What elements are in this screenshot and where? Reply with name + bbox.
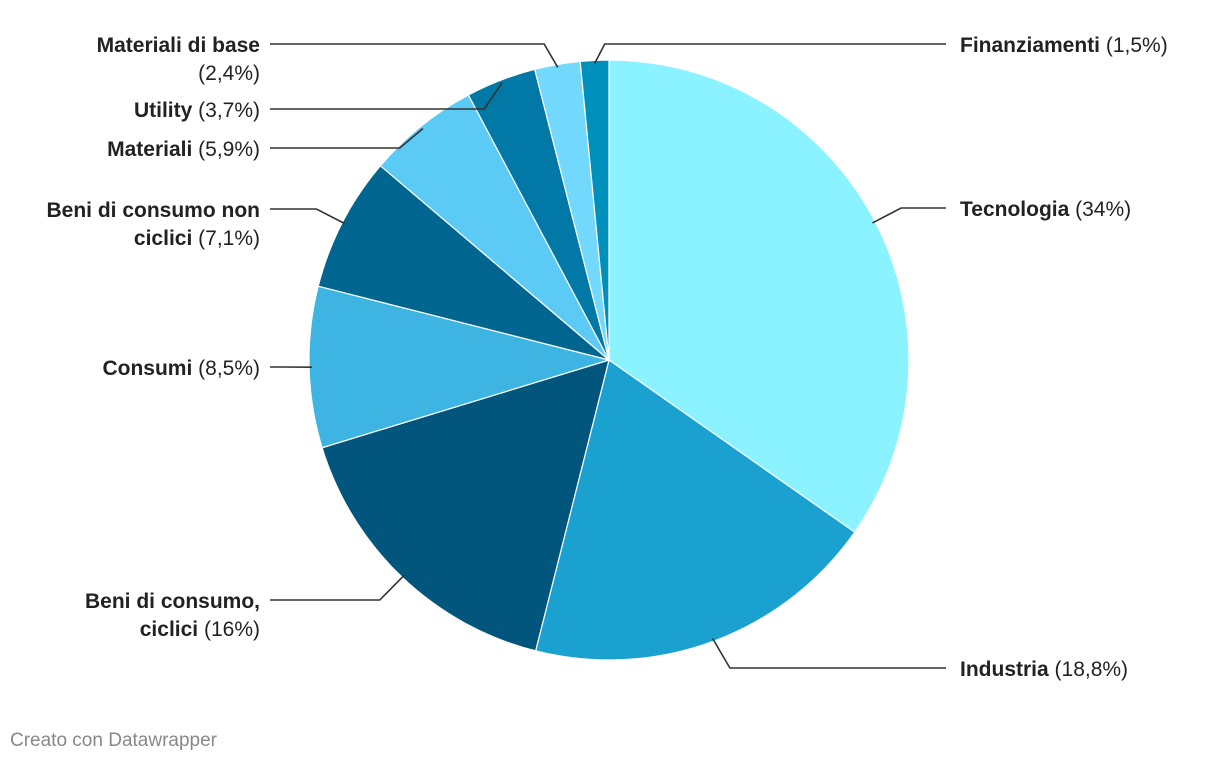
leader-line [711, 637, 946, 669]
slice-label: Materiali di base [97, 34, 260, 57]
slice-label: ciclici (7,1%) [134, 227, 260, 250]
slice-label: Industria (18,8%) [960, 658, 1128, 681]
slice-label: ciclici (16%) [140, 618, 260, 641]
credit-footer: Creato con Datawrapper [10, 730, 217, 751]
slice-label: Beni di consumo non [47, 199, 261, 222]
slice-label: Consumi (8,5%) [102, 357, 260, 380]
slice-label: Beni di consumo, [85, 590, 260, 613]
leader-line [593, 43, 946, 64]
leader-line [270, 208, 346, 225]
pie-slice [579, 59, 610, 361]
leader-line [270, 574, 405, 601]
slice-label: (2,4%) [198, 62, 260, 85]
slice-label: Utility (3,7%) [134, 99, 260, 122]
slice-label: Materiali (5,9%) [107, 138, 260, 161]
slice-label: Tecnologia (34%) [960, 198, 1131, 221]
leader-line [270, 127, 424, 149]
slice-label: Finanziamenti (1,5%) [960, 34, 1168, 57]
leader-line [270, 82, 503, 110]
leader-line [270, 43, 559, 68]
leader-line [872, 207, 946, 224]
